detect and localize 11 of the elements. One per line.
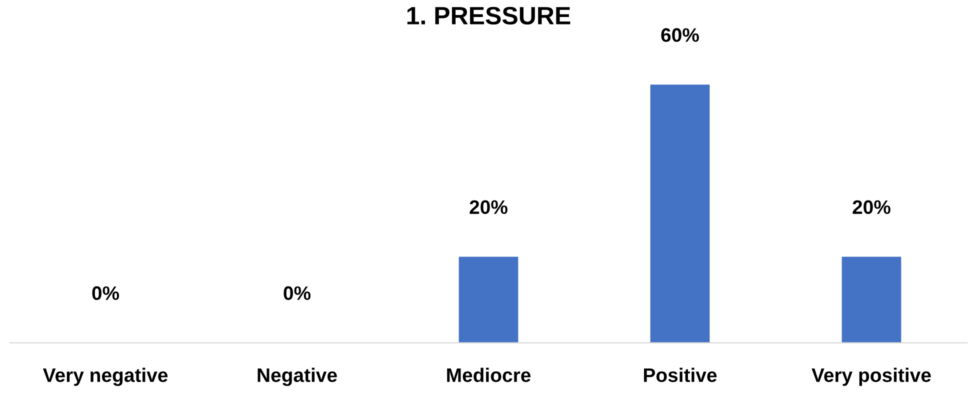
x-tick-label: Very positive [812,368,931,386]
data-label: 20% [470,200,508,214]
x-tick-label: Negative [258,368,337,386]
data-label: 20% [852,200,890,214]
data-label: 0% [284,286,311,300]
chart-title: 1. PRESSURE [407,6,570,25]
x-tick-label: Mediocre [447,368,531,382]
data-label: 60% [661,28,699,42]
x-tick-label: Positive [644,368,717,382]
x-tick-label: Very negative [42,368,168,386]
data-label: 0% [92,286,120,300]
